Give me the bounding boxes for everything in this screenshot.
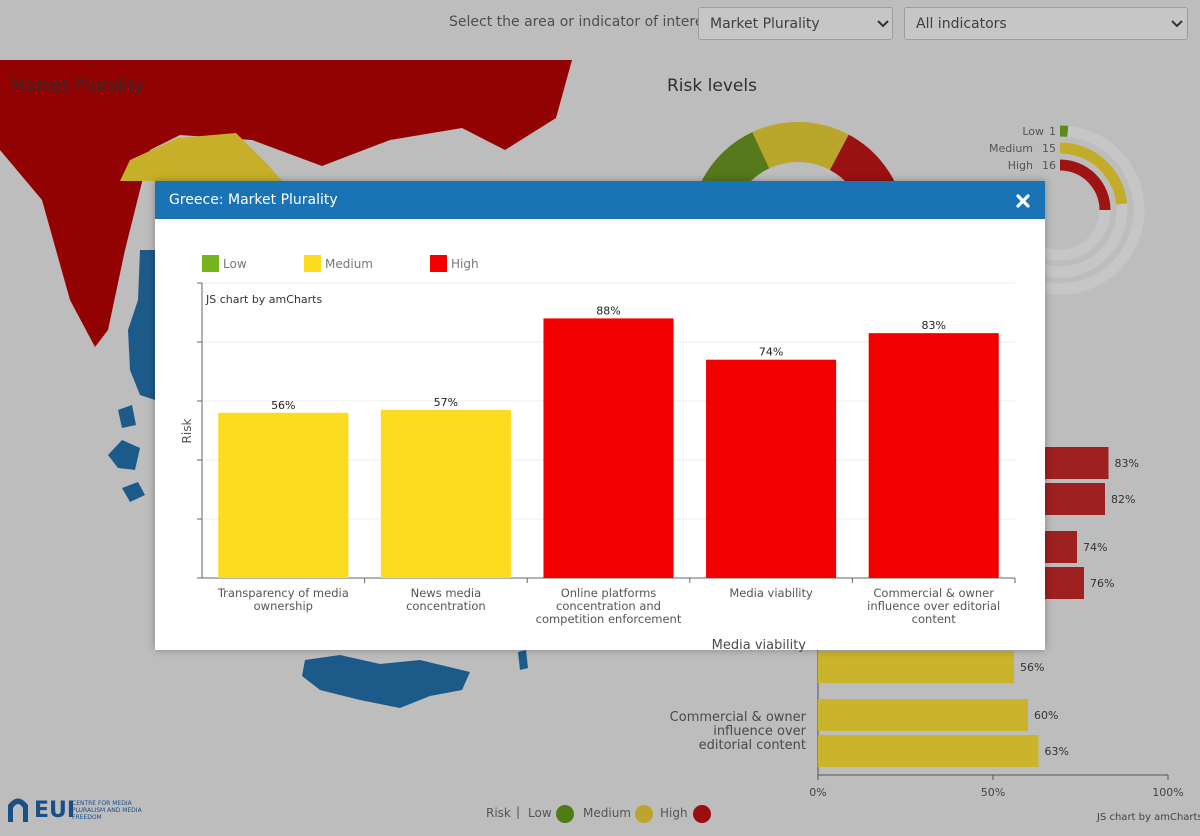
map-island <box>302 655 470 708</box>
risk-bar-chart: Low Medium High JS chart by amCharts Risk 56%… <box>180 255 1016 583</box>
map-region-low-coast <box>128 250 155 400</box>
category-label: Media viability <box>711 638 806 653</box>
footer-dot-medium <box>635 805 653 823</box>
value-label: 83% <box>1115 457 1139 470</box>
radial-category: Low <box>1022 125 1044 138</box>
map-island <box>118 405 136 428</box>
bar <box>818 735 1039 767</box>
legend-label: High <box>451 257 479 271</box>
x-tick-label: News media concentration <box>406 586 486 613</box>
bar <box>818 651 1014 683</box>
footer-dot-high <box>693 805 711 823</box>
bar <box>706 359 837 578</box>
value-label: 74% <box>1083 541 1107 554</box>
map-island <box>108 440 140 470</box>
radial-bar <box>1059 159 1111 211</box>
x-tick-label: 100% <box>1152 786 1183 799</box>
footer-graphics <box>8 798 711 823</box>
map-title: Market Plurality <box>11 76 145 96</box>
area-select[interactable]: Market Plurality <box>698 7 893 40</box>
value-label: 56% <box>271 399 295 412</box>
footer-legend-title: Risk <box>486 806 511 820</box>
chart-credit: JS chart by amCharts <box>205 293 322 306</box>
value-label: 63% <box>1045 745 1069 758</box>
bar <box>543 318 674 578</box>
bar <box>218 412 349 578</box>
value-label: 88% <box>596 304 620 317</box>
radial-value: 16 <box>1042 159 1056 172</box>
chart-credit: JS chart by amCharts <box>1097 812 1200 823</box>
y-axis-title: Risk <box>180 419 194 444</box>
x-tick-label: 50% <box>981 786 1005 799</box>
value-label: 56% <box>1020 661 1044 674</box>
x-tick-label: Media viability <box>729 586 813 600</box>
legend-swatch <box>430 255 447 272</box>
category-label: Commercial & owner influence over editor… <box>669 710 806 753</box>
value-label: 57% <box>434 396 458 409</box>
map-island <box>122 482 145 502</box>
footer-legend-item: Medium <box>583 806 631 820</box>
legend-swatch <box>202 255 219 272</box>
map-region-high <box>0 60 572 347</box>
radial-bar <box>1059 142 1128 205</box>
x-tick-label: Transparency of media ownership <box>217 586 349 613</box>
dropdown-arrow <box>877 20 889 28</box>
close-button[interactable] <box>1016 194 1030 208</box>
risk-levels-title: Risk levels <box>667 76 757 96</box>
x-tick-label: 0% <box>809 786 826 799</box>
value-label: 76% <box>1090 577 1114 590</box>
selector-prompt: Select the area or indicator of interest <box>449 14 717 30</box>
legend-swatch <box>304 255 321 272</box>
bar <box>818 699 1028 731</box>
radial-value: 1 <box>1049 125 1056 138</box>
dropdown-arrow <box>1171 20 1183 28</box>
x-tick-label: Online platforms concentration and compe… <box>535 586 682 626</box>
footer-dot-low <box>556 805 574 823</box>
modal-title: Greece: Market Plurality <box>169 192 338 208</box>
area-select-value[interactable]: Market Plurality <box>710 16 820 32</box>
footer-separator: | <box>516 805 521 819</box>
value-label: 83% <box>921 319 945 332</box>
indicator-select[interactable]: All indicators <box>904 7 1188 40</box>
footer-legend-item: Low <box>528 806 552 820</box>
footer-legend-item: High <box>660 806 688 820</box>
logo-text: EUI <box>34 798 76 823</box>
value-label: 60% <box>1034 709 1058 722</box>
value-label: 82% <box>1111 493 1135 506</box>
gauge-segment <box>752 122 849 171</box>
radial-value: 15 <box>1042 142 1056 155</box>
radial-category: High <box>1008 159 1033 172</box>
bar <box>380 409 511 578</box>
legend-label: Medium <box>325 257 373 271</box>
map-island <box>518 650 528 670</box>
logo-caption: CENTRE FOR MEDIA PLURALISM AND MEDIA FRE… <box>72 800 142 821</box>
modal-header: Greece: Market Plurality <box>155 181 1045 219</box>
bar <box>868 333 999 578</box>
value-label: 74% <box>759 346 783 359</box>
radial-category: Medium <box>989 142 1033 155</box>
x-tick-label: Commercial & owner influence over editor… <box>867 586 1001 626</box>
map-region-medium <box>120 133 282 181</box>
indicator-select-value[interactable]: All indicators <box>916 16 1007 32</box>
legend-label: Low <box>223 257 247 271</box>
modal-dialog: Greece: Market Plurality Low Medium High JS… <box>155 181 1045 650</box>
eui-logo-mark <box>8 798 28 822</box>
